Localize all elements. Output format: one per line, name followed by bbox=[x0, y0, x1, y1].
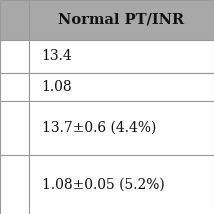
Bar bbox=[0, 40, 29, 73]
Text: 13.7±0.6 (4.4%): 13.7±0.6 (4.4%) bbox=[42, 121, 156, 135]
Bar bbox=[29, 101, 214, 155]
Bar bbox=[0, 73, 29, 101]
Bar bbox=[29, 40, 214, 73]
Bar bbox=[29, 73, 214, 101]
Text: 1.08: 1.08 bbox=[42, 80, 72, 94]
Bar bbox=[29, 0, 214, 40]
Bar bbox=[29, 155, 214, 214]
Text: 13.4: 13.4 bbox=[42, 49, 73, 63]
Text: Normal PT/INR: Normal PT/INR bbox=[58, 13, 184, 27]
Bar bbox=[0, 0, 29, 40]
Bar bbox=[0, 101, 29, 155]
Bar bbox=[0, 155, 29, 214]
Text: 1.08±0.05 (5.2%): 1.08±0.05 (5.2%) bbox=[42, 178, 165, 192]
